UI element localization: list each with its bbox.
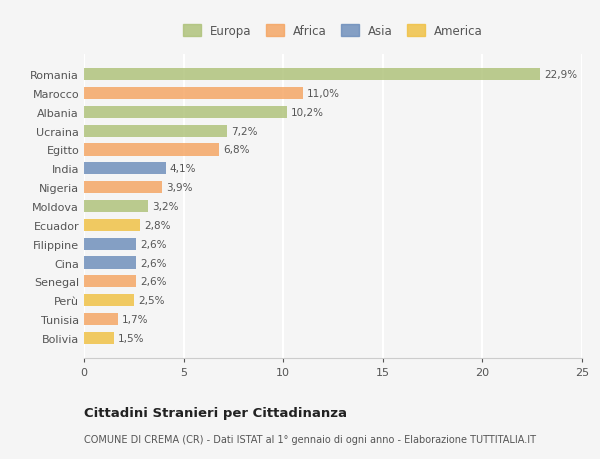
Bar [84, 332, 114, 344]
Text: 2,6%: 2,6% [140, 277, 166, 287]
Bar [84, 276, 136, 288]
Bar [84, 257, 136, 269]
Text: 7,2%: 7,2% [232, 126, 258, 136]
Text: COMUNE DI CREMA (CR) - Dati ISTAT al 1° gennaio di ogni anno - Elaborazione TUTT: COMUNE DI CREMA (CR) - Dati ISTAT al 1° … [84, 434, 536, 444]
Text: 2,8%: 2,8% [144, 220, 170, 230]
Text: 22,9%: 22,9% [544, 70, 577, 80]
Bar [84, 106, 287, 119]
Bar [84, 238, 136, 250]
Text: 10,2%: 10,2% [291, 107, 324, 118]
Bar [84, 88, 303, 100]
Text: 2,5%: 2,5% [138, 296, 164, 306]
Text: 3,2%: 3,2% [152, 202, 178, 212]
Text: 11,0%: 11,0% [307, 89, 340, 99]
Bar [84, 182, 161, 194]
Text: 2,6%: 2,6% [140, 258, 166, 268]
Text: 2,6%: 2,6% [140, 239, 166, 249]
Bar [84, 294, 134, 307]
Text: 6,8%: 6,8% [223, 145, 250, 155]
Bar [84, 201, 148, 213]
Text: Cittadini Stranieri per Cittadinanza: Cittadini Stranieri per Cittadinanza [84, 406, 347, 419]
Bar [84, 69, 540, 81]
Text: 3,9%: 3,9% [166, 183, 192, 193]
Bar [84, 125, 227, 137]
Legend: Europa, Africa, Asia, America: Europa, Africa, Asia, America [179, 22, 487, 42]
Bar [84, 313, 118, 325]
Text: 1,7%: 1,7% [122, 314, 148, 325]
Bar [84, 144, 220, 156]
Bar [84, 219, 140, 231]
Text: 1,5%: 1,5% [118, 333, 145, 343]
Text: 4,1%: 4,1% [170, 164, 196, 174]
Bar [84, 163, 166, 175]
